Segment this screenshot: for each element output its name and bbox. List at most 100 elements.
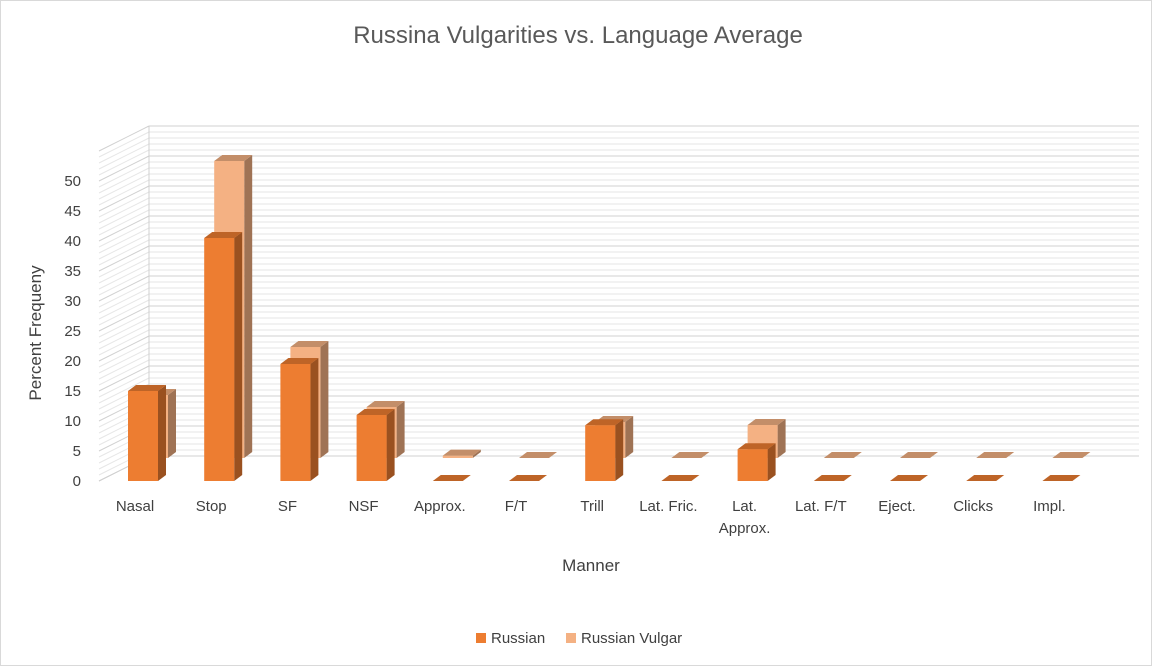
bar-russian [280,358,319,481]
bar-russian-top [1042,475,1081,481]
bar-russian-vulgar-top [519,452,557,458]
bar-russian [661,475,700,481]
bar-russian-side [615,419,624,481]
gridline-wall [98,365,150,392]
gridline-wall [98,215,150,242]
bar-russian [966,475,1005,481]
bar-russian-top [890,475,928,481]
bar-russian [432,475,471,481]
gridline-wall [98,359,150,386]
bar-russian-vulgar-side [396,401,405,458]
bar-russian-top [204,232,243,238]
bar-russian-top [280,358,319,364]
bar-russian-vulgar-front [442,455,473,458]
bar-russian-vulgar [671,452,710,458]
chart-title: Russina Vulgarities vs. Language Average [353,22,803,49]
bar-russian-vulgar-top [442,449,481,456]
x-tick-label: Lat. Approx. [719,498,771,537]
gridline-wall [98,191,150,218]
gridline-wall [98,143,150,170]
gridline-wall [98,197,150,224]
gridline-wall [98,299,150,326]
y-tick-label: 40 [64,233,81,250]
legend: Russian Russian Vulgar [476,630,682,647]
bar-russian-vulgar-top [900,452,938,458]
gridline-wall [98,263,150,290]
x-tick-label: Clicks [953,498,993,515]
bar-russian [128,385,166,481]
bar-russian-vulgar [1052,452,1091,458]
bar-russian-side [234,232,243,481]
gridline-wall [98,173,150,200]
bar-russian-vulgar-top [366,401,405,407]
bar-russian-front [128,391,158,481]
x-tick-label: Lat. Fric. [639,498,697,515]
bar-russian-vulgar-side [244,155,253,458]
gridline-wall [98,293,150,320]
bar-russian-vulgar [519,452,557,458]
bar-russian [890,475,928,481]
bars [128,155,1091,481]
bar-russian [204,232,243,481]
gridline-wall [98,341,150,368]
gridline-wall [98,203,150,230]
bar-russian-vulgar-top [976,452,1015,458]
bar-russian-front [585,425,616,481]
bar-russian-vulgar-top [1052,452,1091,458]
legend-label: Russian [491,630,545,647]
x-tick-label: Stop [196,498,227,515]
bar-russian [509,475,547,481]
bar-russian-front [204,238,235,481]
gridline-wall [98,209,150,236]
y-axis-ticks: 0 5 10 15 20 25 30 35 40 45 50 [64,173,81,490]
bar-russian [1042,475,1081,481]
gridline-wall [98,257,150,284]
bar-russian-vulgar [823,452,862,458]
bar-russian-side [310,358,319,481]
legend-swatch [566,633,576,643]
gridline-wall [98,149,150,176]
gridline-wall [98,305,150,332]
bar-russian-side [767,443,776,481]
bar-russian-vulgar-side [777,419,786,458]
gridline-wall [98,131,150,158]
legend-label: Russian Vulgar [581,630,682,647]
y-tick-label: 0 [73,473,81,490]
bar-russian-top [128,385,166,391]
gridline-wall [98,377,150,404]
gridline-wall [98,227,150,254]
gridline-wall [98,281,150,308]
gridline-wall [98,353,150,380]
gridline-wall [98,221,150,248]
bar-russian-vulgar [900,452,938,458]
y-tick-label: 15 [64,383,81,400]
x-tick-label: Nasal [116,498,154,515]
x-tick-label: Eject. [878,498,916,515]
y-tick-label: 10 [64,413,81,430]
bar-russian-vulgar-side [625,416,634,458]
y-tick-label: 50 [64,173,81,190]
bar-russian-side [158,385,166,481]
gridline-wall [98,287,150,314]
gridline-wall [98,347,150,374]
bar-russian-side [386,409,395,481]
gridline-wall [98,167,150,194]
legend-item: Russian [476,630,545,647]
bar-russian-top [509,475,547,481]
gridline-wall [98,317,150,344]
gridline-wall [98,155,150,182]
x-tick-label: Lat. F/T [795,498,847,515]
x-tick-label: Approx. [414,498,466,515]
gridline-wall [98,269,150,296]
legend-item: Russian Vulgar [566,630,682,647]
gridline-wall [98,275,150,302]
gridline-wall [98,245,150,272]
x-tick-label: Trill [580,498,604,515]
y-tick-label: 25 [64,323,81,340]
bar-russian-top [585,419,624,426]
gridline-wall [98,239,150,266]
x-axis-title: Manner [562,556,620,575]
bar-russian-vulgar-top [214,155,253,161]
bar-russian-vulgar-side [472,449,481,458]
